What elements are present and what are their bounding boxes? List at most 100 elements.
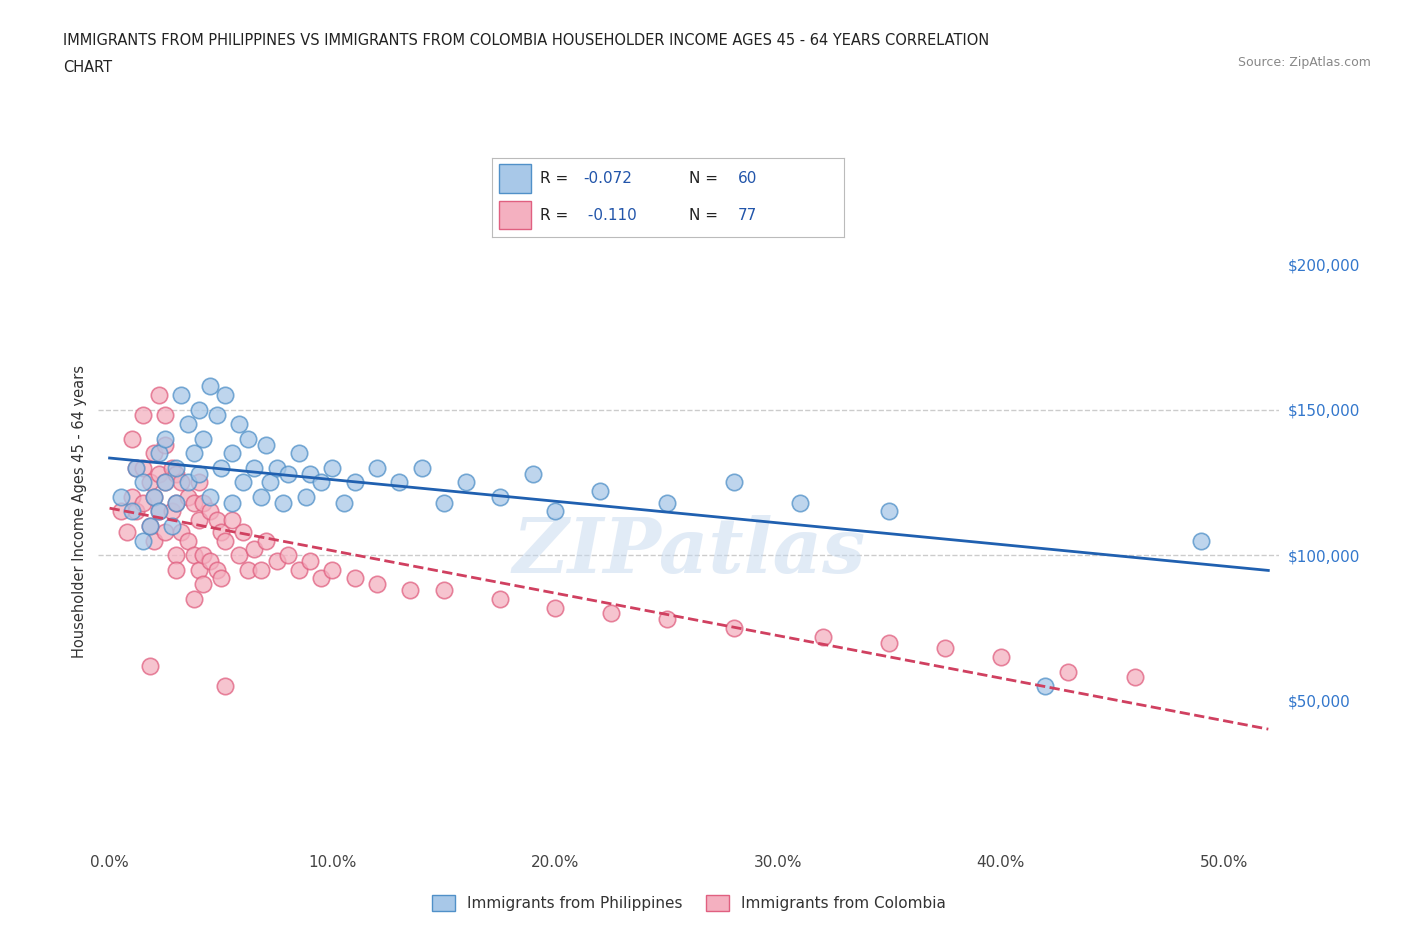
- Point: [165, 460, 187, 475]
- Point: [277, 548, 299, 563]
- Point: [187, 563, 209, 578]
- Point: [143, 489, 166, 504]
- Point: [332, 496, 354, 511]
- Point: [433, 583, 456, 598]
- Point: [176, 475, 198, 490]
- Point: [191, 496, 214, 511]
- Point: [723, 620, 745, 635]
- Point: [148, 445, 170, 460]
- Point: [209, 525, 232, 539]
- Point: [176, 533, 198, 548]
- Point: [209, 460, 232, 475]
- Point: [522, 466, 544, 481]
- Text: R =: R =: [540, 207, 572, 222]
- Point: [589, 484, 612, 498]
- Point: [170, 525, 193, 539]
- Point: [343, 571, 366, 586]
- Point: [879, 504, 901, 519]
- Point: [165, 496, 187, 511]
- Point: [132, 475, 155, 490]
- Point: [299, 466, 322, 481]
- Point: [228, 548, 250, 563]
- Y-axis label: Householder Income Ages 45 - 64 years: Householder Income Ages 45 - 64 years: [72, 365, 87, 658]
- Point: [309, 571, 332, 586]
- Point: [228, 417, 250, 432]
- Point: [121, 489, 143, 504]
- Text: 60: 60: [738, 171, 758, 186]
- Point: [243, 460, 266, 475]
- Point: [411, 460, 433, 475]
- Point: [132, 496, 155, 511]
- Point: [155, 525, 177, 539]
- Point: [148, 504, 170, 519]
- Text: Source: ZipAtlas.com: Source: ZipAtlas.com: [1237, 56, 1371, 69]
- Point: [110, 504, 132, 519]
- Point: [198, 379, 221, 393]
- FancyBboxPatch shape: [499, 201, 531, 230]
- Point: [121, 432, 143, 446]
- Point: [155, 475, 177, 490]
- Point: [221, 512, 243, 527]
- Point: [366, 460, 388, 475]
- Point: [388, 475, 411, 490]
- Point: [125, 460, 148, 475]
- Point: [277, 466, 299, 481]
- Text: -0.110: -0.110: [583, 207, 637, 222]
- Point: [879, 635, 901, 650]
- Text: IMMIGRANTS FROM PHILIPPINES VS IMMIGRANTS FROM COLOMBIA HOUSEHOLDER INCOME AGES : IMMIGRANTS FROM PHILIPPINES VS IMMIGRANT…: [63, 33, 990, 47]
- Point: [488, 489, 510, 504]
- Text: -0.072: -0.072: [583, 171, 633, 186]
- Point: [205, 563, 228, 578]
- Point: [294, 489, 316, 504]
- Point: [110, 489, 132, 504]
- Point: [221, 496, 243, 511]
- Point: [138, 519, 160, 534]
- Point: [143, 445, 166, 460]
- Point: [187, 466, 209, 481]
- Point: [1191, 533, 1213, 548]
- Point: [165, 548, 187, 563]
- Point: [789, 496, 811, 511]
- Point: [183, 591, 205, 606]
- Point: [1056, 664, 1078, 679]
- Point: [232, 525, 254, 539]
- Point: [1035, 679, 1057, 694]
- Point: [183, 548, 205, 563]
- FancyBboxPatch shape: [499, 165, 531, 193]
- Point: [155, 408, 177, 423]
- Point: [214, 388, 236, 403]
- Point: [132, 408, 155, 423]
- Point: [456, 475, 478, 490]
- Point: [205, 408, 228, 423]
- Point: [170, 388, 193, 403]
- Text: 77: 77: [738, 207, 758, 222]
- Point: [221, 445, 243, 460]
- Point: [165, 563, 187, 578]
- Point: [266, 553, 288, 568]
- Point: [160, 460, 183, 475]
- Point: [236, 432, 259, 446]
- Text: N =: N =: [689, 171, 723, 186]
- Point: [138, 475, 160, 490]
- Point: [723, 475, 745, 490]
- Point: [236, 563, 259, 578]
- Point: [544, 504, 567, 519]
- Point: [209, 571, 232, 586]
- Point: [232, 475, 254, 490]
- Point: [132, 460, 155, 475]
- Point: [187, 402, 209, 417]
- Point: [321, 563, 343, 578]
- Point: [155, 432, 177, 446]
- Point: [433, 496, 456, 511]
- Point: [176, 417, 198, 432]
- Point: [155, 437, 177, 452]
- Point: [250, 489, 273, 504]
- Point: [191, 548, 214, 563]
- Point: [125, 460, 148, 475]
- Point: [259, 475, 281, 490]
- Point: [155, 475, 177, 490]
- Point: [191, 432, 214, 446]
- Point: [544, 600, 567, 615]
- Point: [1123, 670, 1146, 684]
- Point: [366, 577, 388, 591]
